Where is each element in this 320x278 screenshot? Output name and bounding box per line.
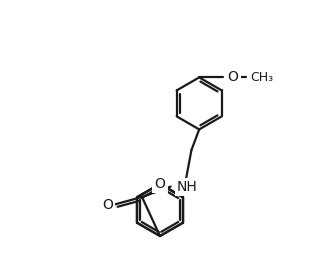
Text: O: O: [102, 198, 113, 212]
Text: O: O: [228, 70, 238, 85]
Text: NH: NH: [177, 180, 197, 193]
Text: CH₃: CH₃: [250, 71, 273, 84]
Text: O: O: [155, 177, 165, 191]
